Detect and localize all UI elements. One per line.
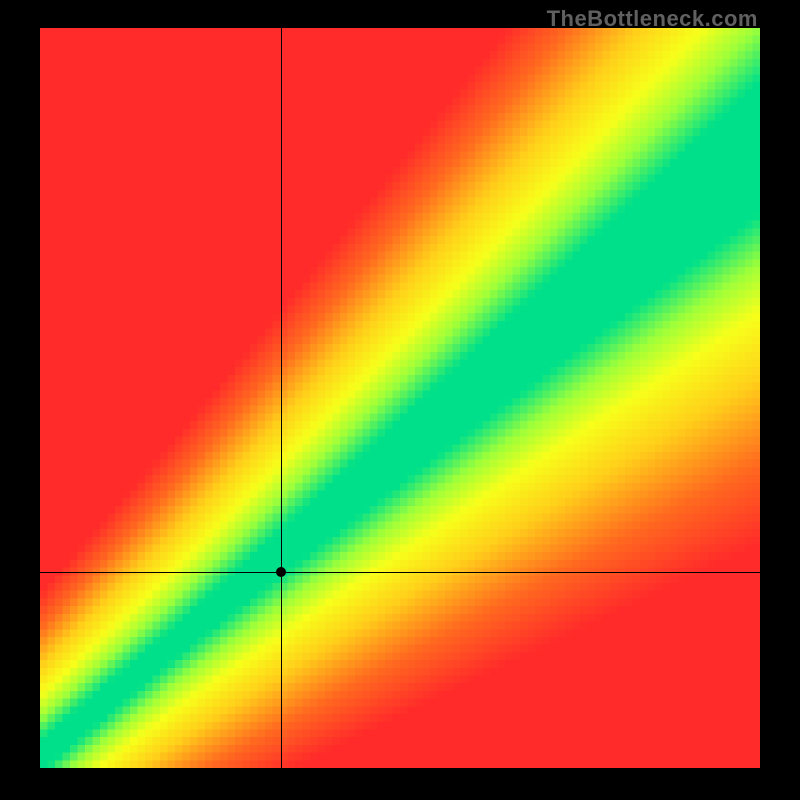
crosshair-vertical	[281, 28, 282, 768]
watermark-text: TheBottleneck.com	[547, 6, 758, 32]
heatmap-canvas	[40, 28, 760, 768]
crosshair-horizontal	[40, 572, 760, 573]
marker-dot	[276, 567, 286, 577]
heatmap-plot	[40, 28, 760, 768]
